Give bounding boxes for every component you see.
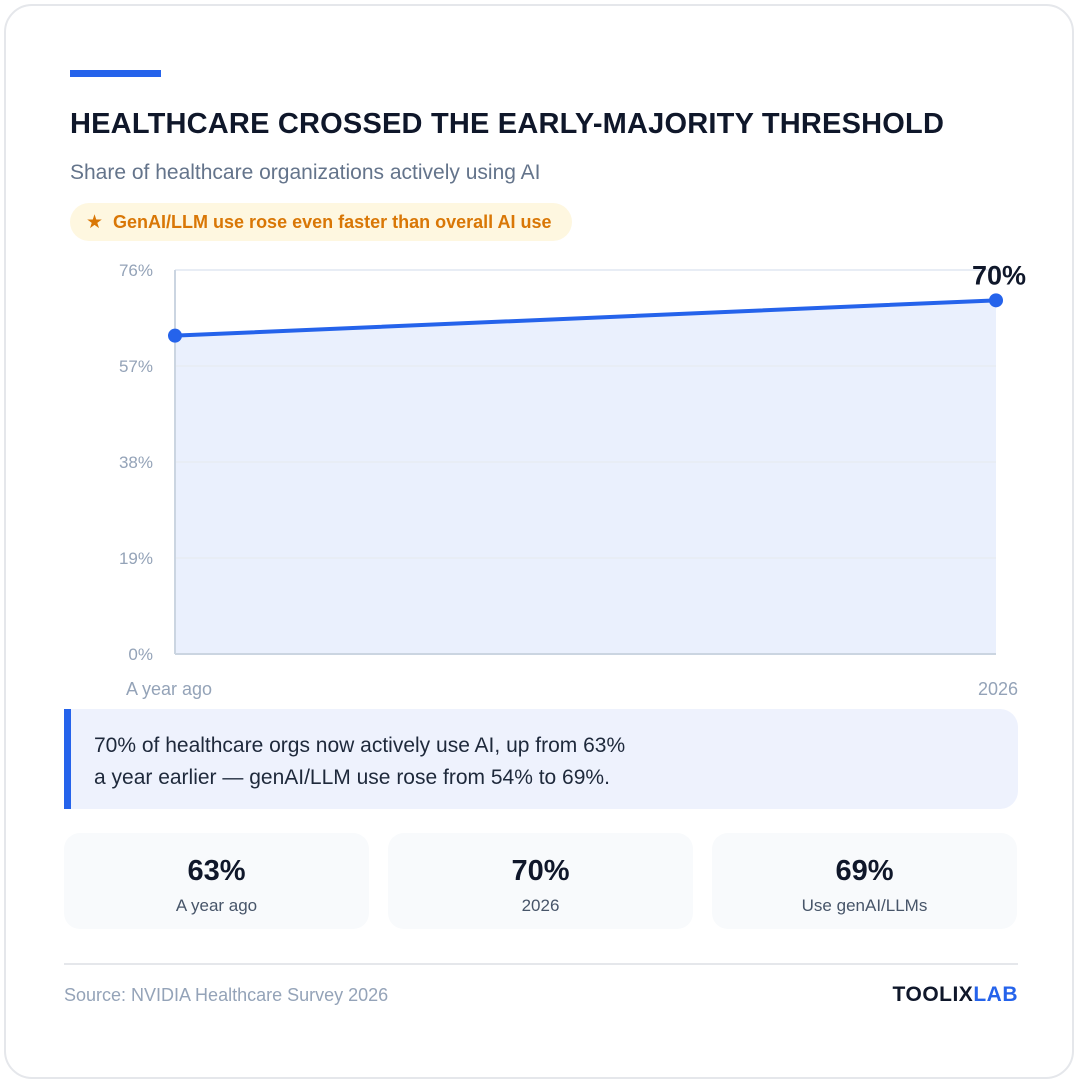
x-tick-label: 2026 — [978, 679, 1018, 699]
area-fill — [175, 300, 996, 654]
data-point — [989, 293, 1003, 308]
insight-line: 70% of healthcare orgs now actively use … — [94, 734, 626, 757]
y-tick-label: 57% — [119, 357, 153, 376]
insight-line: a year earlier — genAI/LLM use rose from… — [94, 766, 610, 789]
stat-label: Use genAI/LLMs — [801, 896, 928, 915]
stat-card-genai: 69% Use genAI/LLMs — [712, 833, 1017, 929]
end-value-label: 70% — [972, 260, 1026, 290]
stat-value: 63% — [187, 855, 246, 887]
data-point — [168, 328, 182, 343]
stat-label: A year ago — [175, 896, 258, 915]
source-note: Source: NVIDIA Healthcare Survey 2026 — [64, 985, 389, 1005]
stat-card-current: 70% 2026 — [388, 833, 693, 929]
footer-divider — [64, 963, 1018, 965]
star-icon: ★ — [86, 211, 104, 233]
chart-title: HEALTHCARE CROSSED THE EARLY-MAJORITY TH… — [70, 108, 945, 140]
brand-primary: TOOLIX — [892, 983, 974, 1006]
accent-bar — [70, 70, 161, 77]
stat-label: 2026 — [521, 896, 560, 915]
brand-accent: LAB — [973, 983, 1018, 1006]
x-tick-label: A year ago — [126, 679, 212, 699]
y-tick-label: 76% — [119, 261, 153, 280]
y-tick-label: 19% — [119, 549, 153, 568]
chart-subtitle: Share of healthcare organizations active… — [70, 161, 541, 184]
callout-badge: ★ GenAI/LLM use rose even faster than ov… — [70, 203, 572, 241]
series-line — [173, 298, 998, 338]
y-tick-label: 0% — [128, 645, 153, 664]
area-chart: 0% 19% 38% 57% 76% A year ago 2026 70% — [119, 260, 1026, 699]
stat-value: 70% — [511, 855, 570, 887]
y-tick-label: 38% — [119, 453, 153, 472]
stat-card-previous: 63% A year ago — [64, 833, 369, 929]
callout-text: GenAI/LLM use rose even faster than over… — [113, 211, 552, 232]
stat-value: 69% — [835, 855, 894, 887]
insight-box: 70% of healthcare orgs now actively use … — [64, 709, 1018, 809]
brand-logo: TOOLIXLAB — [893, 983, 1018, 1007]
